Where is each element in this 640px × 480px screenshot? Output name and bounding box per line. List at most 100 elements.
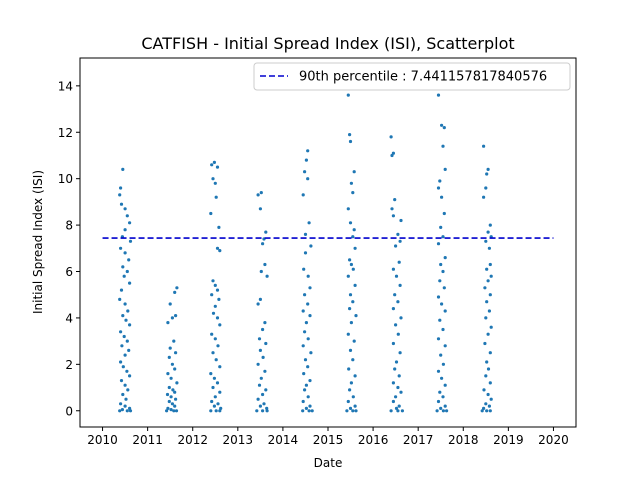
data-point [265, 406, 269, 410]
data-point [169, 408, 173, 412]
data-point [488, 381, 492, 385]
data-point [263, 321, 267, 325]
data-point [213, 181, 217, 185]
data-point [485, 360, 489, 364]
data-point [127, 348, 131, 352]
data-point [399, 316, 403, 320]
data-point [394, 406, 399, 410]
data-point [346, 399, 350, 404]
data-point [487, 246, 491, 250]
data-point [256, 397, 260, 401]
x-tick-label: 2012 [177, 433, 208, 447]
x-axis: 2010 2011 2012 2013 2014 2015 2016 2017 2018 2019… [87, 427, 569, 447]
data-point [121, 365, 125, 369]
data-point [121, 314, 125, 318]
y-axis-label: Initial Spread Index (ISI) [31, 170, 45, 314]
data-point [125, 409, 129, 413]
data-point [443, 404, 447, 408]
data-point [213, 395, 217, 399]
data-point [175, 381, 179, 385]
data-points [118, 93, 493, 413]
data-point [121, 265, 125, 269]
data-point [215, 316, 220, 320]
data-point [396, 232, 400, 236]
data-point [125, 369, 129, 373]
data-point [436, 295, 441, 299]
data-point [214, 195, 218, 199]
data-point [306, 337, 310, 341]
data-point [219, 406, 223, 410]
data-point [443, 344, 447, 348]
data-point [301, 399, 305, 404]
data-point [209, 409, 213, 413]
data-point [257, 383, 262, 387]
data-point [256, 302, 260, 306]
data-point [440, 302, 444, 306]
data-point [348, 406, 353, 410]
data-point [391, 381, 395, 385]
data-point [303, 388, 307, 392]
data-point [304, 321, 308, 325]
x-tick-label: 2016 [358, 433, 389, 447]
data-point [351, 409, 355, 413]
data-point [173, 390, 177, 394]
data-point [263, 262, 267, 267]
data-point [173, 367, 177, 371]
data-point [123, 228, 127, 232]
x-tick-label: 2020 [538, 433, 569, 447]
data-point [345, 409, 349, 413]
data-point [210, 399, 214, 404]
data-point [351, 358, 355, 362]
data-point [212, 376, 216, 380]
data-point [485, 300, 489, 304]
data-point [489, 325, 493, 329]
data-point [308, 314, 312, 318]
data-point [440, 195, 444, 199]
data-point [214, 358, 218, 362]
data-point [301, 309, 305, 313]
data-point [256, 193, 260, 197]
data-point [390, 153, 394, 158]
data-point [217, 297, 221, 301]
data-point [310, 409, 314, 413]
data-point [263, 369, 267, 373]
data-point [304, 406, 308, 410]
data-point [439, 406, 443, 410]
data-point [123, 207, 127, 211]
data-point [304, 158, 308, 162]
data-point [126, 388, 130, 392]
data-point [259, 269, 263, 274]
data-point [211, 279, 215, 283]
data-point [216, 402, 220, 406]
data-point [487, 309, 491, 313]
data-point [264, 388, 268, 392]
y-axis: 0 2 4 6 8 10 12 14 [58, 79, 80, 418]
data-point [393, 198, 397, 202]
data-point [396, 300, 400, 304]
data-point [352, 170, 356, 174]
data-point [259, 191, 263, 195]
data-point [436, 186, 441, 190]
data-point [119, 402, 123, 406]
data-point [486, 279, 490, 283]
data-point [121, 392, 125, 397]
chart-title: CATFISH - Initial Spread Index (ISI), Sc… [141, 34, 514, 53]
y-tick-label: 14 [58, 79, 73, 93]
data-point [303, 358, 308, 362]
data-point [123, 404, 127, 408]
data-point [398, 351, 402, 355]
data-point [400, 409, 404, 413]
data-point [486, 230, 490, 234]
data-point [302, 267, 306, 271]
data-point [212, 160, 216, 164]
x-tick-label: 2015 [313, 433, 344, 447]
data-point [349, 381, 353, 385]
data-point [118, 193, 122, 197]
data-point [441, 395, 445, 399]
data-point [308, 379, 312, 383]
data-point [209, 372, 213, 376]
data-point [348, 348, 353, 352]
data-point [265, 409, 269, 413]
data-point [303, 293, 307, 297]
data-point [215, 165, 220, 169]
